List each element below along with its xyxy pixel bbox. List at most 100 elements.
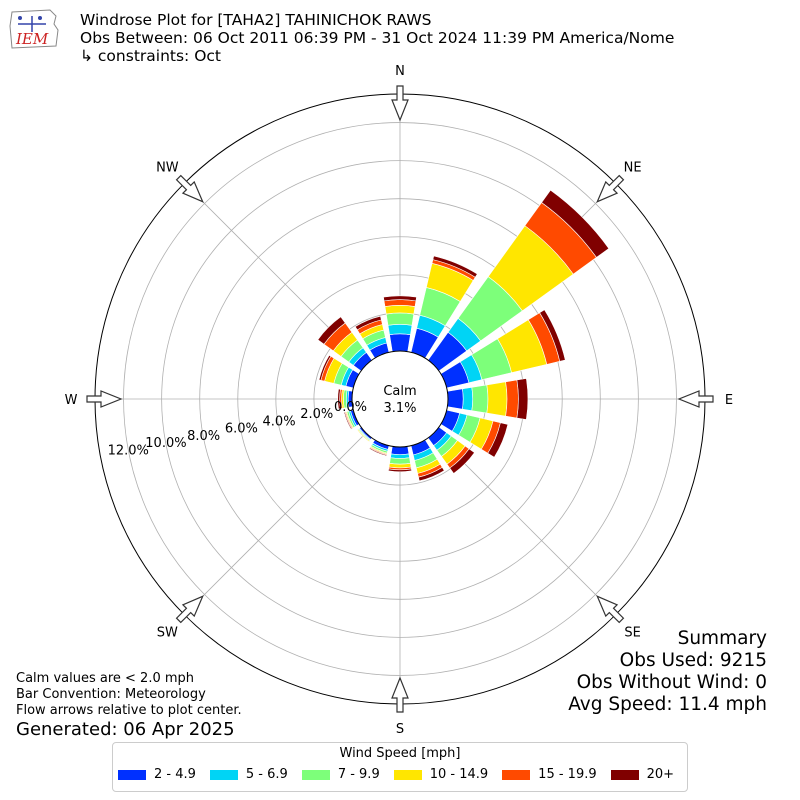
note-calm: Calm values are < 2.0 mph <box>16 671 195 686</box>
arrow-icon <box>86 390 123 408</box>
summary-avg-speed: Avg Speed: 11.4 mph <box>568 694 767 715</box>
legend-swatch <box>610 769 639 780</box>
legend-item: 5 - 6.9 <box>209 767 288 782</box>
legend-swatch <box>502 769 531 780</box>
compass-label-sw: SW <box>157 626 178 641</box>
bar-E <box>486 381 508 417</box>
bar-ESE <box>487 422 509 458</box>
radial-tick-label: 2.0% <box>300 407 333 422</box>
legend-swatch <box>118 769 146 780</box>
arrow-icon <box>677 390 714 408</box>
arrow-icon <box>175 174 204 203</box>
iem-logo: IEM <box>9 9 59 49</box>
legend-item: 15 - 19.9 <box>502 767 597 782</box>
radial-tick-label: 4.0% <box>263 414 296 429</box>
legend-swatch <box>301 769 330 780</box>
bar-S <box>389 457 411 465</box>
bar-E <box>447 388 464 410</box>
bar-N <box>387 324 413 336</box>
arrow-icon <box>391 85 409 122</box>
compass-arrow-n <box>391 85 409 122</box>
bar-N <box>385 312 415 326</box>
bar-NW <box>317 316 346 345</box>
bar-S <box>390 446 410 455</box>
compass-label-n: N <box>395 64 405 79</box>
legend-label: 2 - 4.9 <box>154 767 196 782</box>
legend-item: 20+ <box>610 767 675 782</box>
bar-WNW <box>318 354 332 381</box>
bar-E <box>462 386 474 412</box>
bar-N <box>383 299 417 307</box>
generated-date: Generated: 06 Apr 2025 <box>16 719 235 740</box>
radial-tick-label: 6.0% <box>225 422 258 437</box>
compass-label-s: S <box>396 722 404 737</box>
note-convention: Bar Convention: Meteorology <box>16 687 206 702</box>
bar-S <box>390 453 410 459</box>
compass-arrow-w <box>86 390 123 408</box>
notes: Calm values are < 2.0 mph Bar Convention… <box>16 671 242 719</box>
legend-label: 7 - 9.9 <box>337 767 380 782</box>
compass-label-w: W <box>65 393 78 408</box>
title-block: Windrose Plot for [TAHA2] TAHINICHOK RAW… <box>80 11 674 65</box>
bar-WSW <box>343 411 353 430</box>
bar-NE <box>541 189 610 258</box>
compass-arrow-e <box>677 390 714 408</box>
compass-label-e: E <box>725 393 733 408</box>
radial-tick-label: 0.0% <box>334 400 367 415</box>
legend-title: Wind Speed [mph] <box>339 746 461 761</box>
grid-spoke <box>184 432 367 615</box>
bar-W <box>337 388 341 410</box>
bar-NNE <box>432 255 478 278</box>
legend-item: 2 - 4.9 <box>118 767 196 782</box>
arrow-icon <box>175 595 204 624</box>
legend-items: 2 - 4.9 5 - 6.9 7 - 9.9 10 - 14.9 15 - 19.9 2… <box>118 767 688 782</box>
bar-S <box>387 468 413 473</box>
calm-label: Calm <box>383 384 416 399</box>
calm-value: 3.1% <box>383 401 416 416</box>
chart-subtitle: Obs Between: 06 Oct 2011 06:39 PM - 31 O… <box>80 29 675 47</box>
legend-item: 10 - 14.9 <box>393 767 489 782</box>
bar-N <box>384 305 416 315</box>
radial-tick-label: 8.0% <box>187 429 220 444</box>
bar-SW <box>356 428 371 443</box>
note-flow: Flow arrows relative to plot center. <box>16 703 242 718</box>
arrow-icon <box>391 676 409 713</box>
summary-obs-without-wind: Obs Without Wind: 0 <box>576 672 767 693</box>
bar-E <box>516 378 529 420</box>
legend-swatch <box>393 769 422 780</box>
chart-title: Windrose Plot for [TAHA2] TAHINICHOK RAW… <box>80 11 432 29</box>
bar-E <box>471 384 489 414</box>
compass-arrow-sw <box>175 595 204 624</box>
legend-swatch <box>209 769 238 780</box>
summary-box: Summary Obs Used: 9215 Obs Without Wind:… <box>568 628 767 716</box>
compass-arrow-s <box>391 676 409 713</box>
compass-label-ne: NE <box>624 160 642 175</box>
compass-arrow-ne <box>596 174 625 203</box>
legend-label: 5 - 6.9 <box>245 767 288 782</box>
bar-NNW <box>354 315 382 331</box>
compass-label-nw: NW <box>156 160 179 175</box>
radial-tick-label: 10.0% <box>145 436 186 451</box>
bar-ENE <box>539 309 566 362</box>
summary-heading: Summary <box>677 628 767 649</box>
bar-SE <box>449 448 475 474</box>
chart-constraints: ↳ constraints: Oct <box>80 47 221 65</box>
bar-SSE <box>418 466 445 482</box>
calm-circle <box>351 350 449 448</box>
compass-arrow-nw <box>175 174 204 203</box>
logo-text: IEM <box>15 30 49 48</box>
legend: Wind Speed [mph] 2 - 4.9 5 - 6.9 7 - 9.9 10… <box>112 742 688 792</box>
legend-item: 7 - 9.9 <box>301 767 380 782</box>
radial-tick-label: 12.0% <box>108 443 149 458</box>
bar-N <box>389 333 411 352</box>
compass-label-se: SE <box>624 626 640 641</box>
bar-N <box>383 295 417 302</box>
legend-label: 10 - 14.9 <box>429 767 489 782</box>
legend-label: 20+ <box>646 767 675 782</box>
arrow-icon <box>596 174 625 203</box>
arrow-icon <box>596 595 625 624</box>
summary-obs-used: Obs Used: 9215 <box>619 650 767 671</box>
bar-E <box>505 379 519 419</box>
bar-SSW <box>368 447 388 457</box>
